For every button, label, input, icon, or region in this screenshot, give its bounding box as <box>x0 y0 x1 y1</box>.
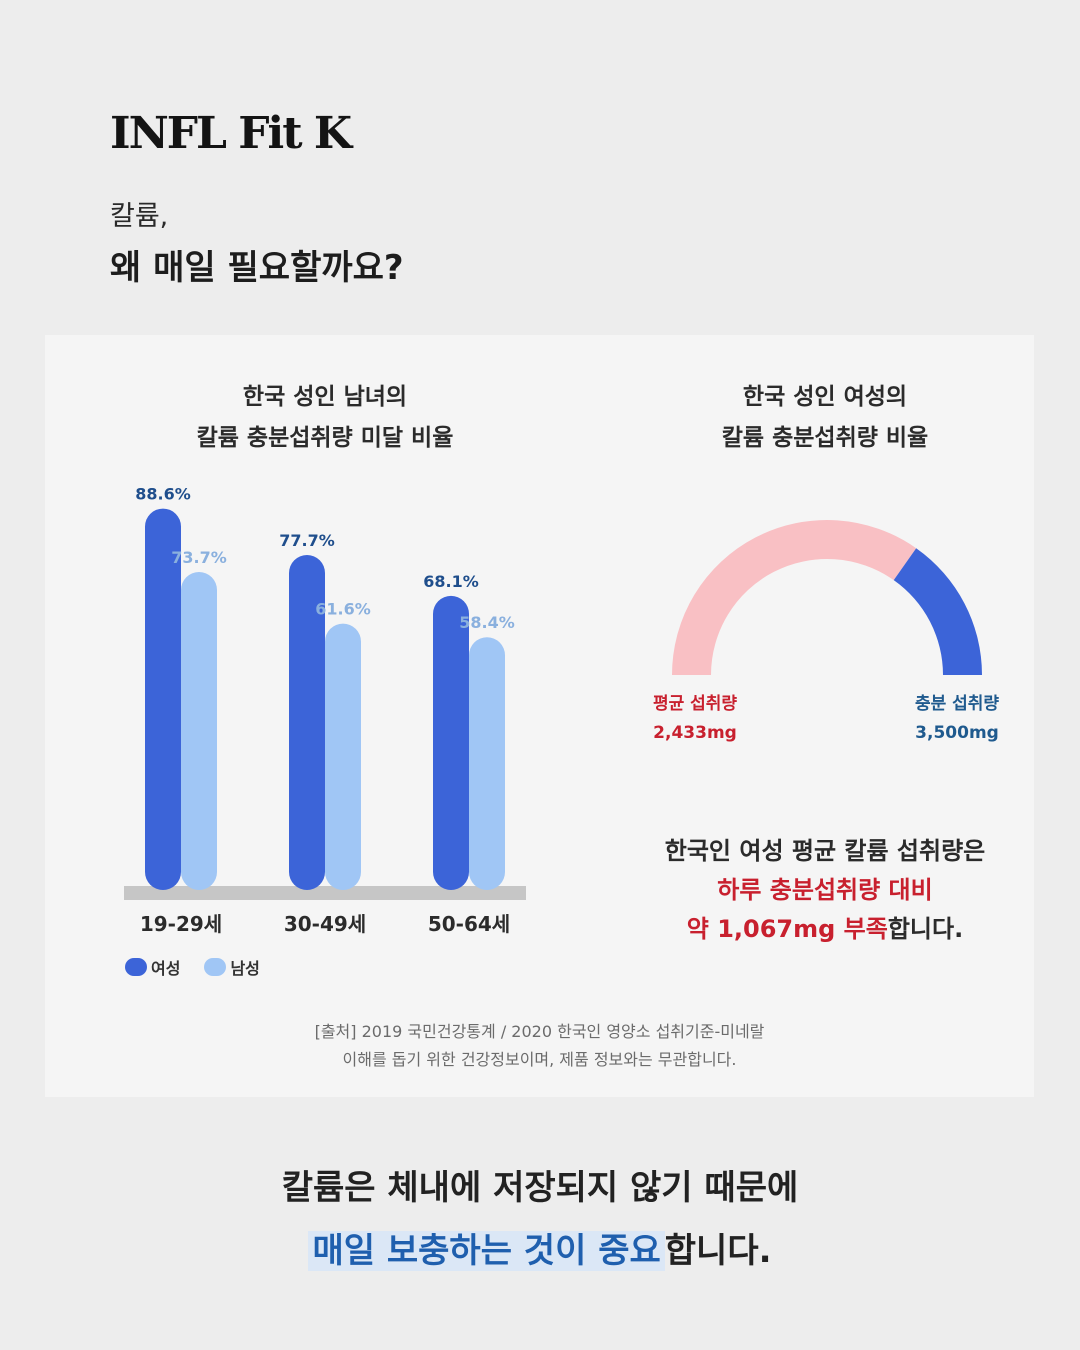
summary-line2: 하루 충분섭취량 대비 <box>717 876 933 904</box>
bar-label-male-1: 61.6% <box>315 600 371 619</box>
summary-line3-rest: 합니다. <box>887 915 964 943</box>
gauge-slice-average <box>672 520 917 675</box>
bar-female-1 <box>289 554 325 890</box>
bottom-highlight: 매일 보충하는 것이 중요 <box>308 1231 665 1271</box>
legend-item-male: 남성 <box>204 955 260 979</box>
bottom-line2-rest: 합니다. <box>664 1231 772 1271</box>
summary-text: 한국인 여성 평균 칼륨 섭취량은 하루 충분섭취량 대비 약 1,067mg … <box>625 832 1025 949</box>
sufficient-intake-value: 3,500mg <box>915 723 999 743</box>
gauge-chart <box>672 520 982 675</box>
source-line2: 이해를 돕기 위한 건강정보이며, 제품 정보와는 무관합니다. <box>342 1050 737 1069</box>
gauge-right-label: 충분 섭취량 3,500mg <box>887 690 1027 748</box>
bar-chart-title-line2: 칼륨 충분섭취량 미달 비율 <box>196 425 454 451</box>
gauge-chart-title: 한국 성인 여성의 칼륨 충분섭취량 비율 <box>625 377 1025 459</box>
bar-chart-title: 한국 성인 남녀의 칼륨 충분섭취량 미달 비율 <box>125 377 525 459</box>
average-intake-value: 2,433mg <box>653 723 737 743</box>
bar-category-label-1: 30-49세 <box>284 912 366 936</box>
bar-label-female-1: 77.7% <box>279 531 335 550</box>
bar-male-1 <box>325 623 361 890</box>
headline-question: 왜 매일 필요할까요? <box>110 248 404 288</box>
bar-chart: 88.6% 73.7% 19-29세 77.7% 61.6% 30-49세 68.1% 58.… <box>124 485 526 936</box>
summary-line3: 약 1,067mg 부족합니다. <box>625 910 1025 949</box>
bar-male-2 <box>469 637 505 890</box>
bar-label-male-0: 73.7% <box>171 548 227 567</box>
average-intake-label: 평균 섭취량 <box>652 694 738 714</box>
bar-axis-baseline <box>124 886 526 900</box>
brand-logo: INFL Fit K <box>110 108 352 159</box>
bar-chart-title-line1: 한국 성인 남녀의 <box>242 384 408 410</box>
source-note: [출처] 2019 국민건강통계 / 2020 한국인 영양소 섭취기준-미네랄… <box>45 1018 1034 1074</box>
bottom-message: 칼륨은 체내에 저장되지 않기 때문에 매일 보충하는 것이 중요 합니다. <box>0 1160 1080 1272</box>
bar-category-label-2: 50-64세 <box>428 912 510 936</box>
legend-item-female: 여성 <box>125 955 180 979</box>
legend-label-female: 여성 <box>151 959 181 978</box>
bar-label-female-0: 88.6% <box>135 485 191 504</box>
gauge-chart-title-line2: 칼륨 충분섭취량 비율 <box>721 425 929 451</box>
bottom-line2: 매일 보충하는 것이 중요 합니다. <box>0 1223 1080 1272</box>
legend-label-male: 남성 <box>230 959 260 978</box>
legend-swatch-female <box>125 958 147 976</box>
bar-category-label-0: 19-29세 <box>140 912 222 936</box>
headline-subject: 칼륨, <box>110 201 169 232</box>
sufficient-intake-label: 충분 섭취량 <box>914 694 1000 714</box>
bar-female-2 <box>433 595 469 890</box>
bar-label-female-2: 68.1% <box>423 572 479 591</box>
bar-male-0 <box>181 572 217 890</box>
gauge-left-label: 평균 섭취량 2,433mg <box>625 690 765 748</box>
source-line1: [출처] 2019 국민건강통계 / 2020 한국인 영양소 섭취기준-미네랄 <box>314 1022 765 1041</box>
bar-chart-legend: 여성 남성 <box>125 955 260 979</box>
summary-line1: 한국인 여성 평균 칼륨 섭취량은 <box>664 837 986 865</box>
legend-swatch-male <box>204 958 227 976</box>
infographic-card: 한국 성인 남녀의 칼륨 충분섭취량 미달 비율 88.6% 73.7% 19-29… <box>45 335 1034 1097</box>
summary-deficit: 약 1,067mg 부족 <box>686 915 888 943</box>
gauge-slice-deficit <box>893 548 982 675</box>
gauge-chart-title-line1: 한국 성인 여성의 <box>742 384 908 410</box>
bottom-line1: 칼륨은 체내에 저장되지 않기 때문에 <box>281 1168 799 1208</box>
bar-female-0 <box>145 508 181 890</box>
bar-label-male-2: 58.4% <box>459 613 515 632</box>
